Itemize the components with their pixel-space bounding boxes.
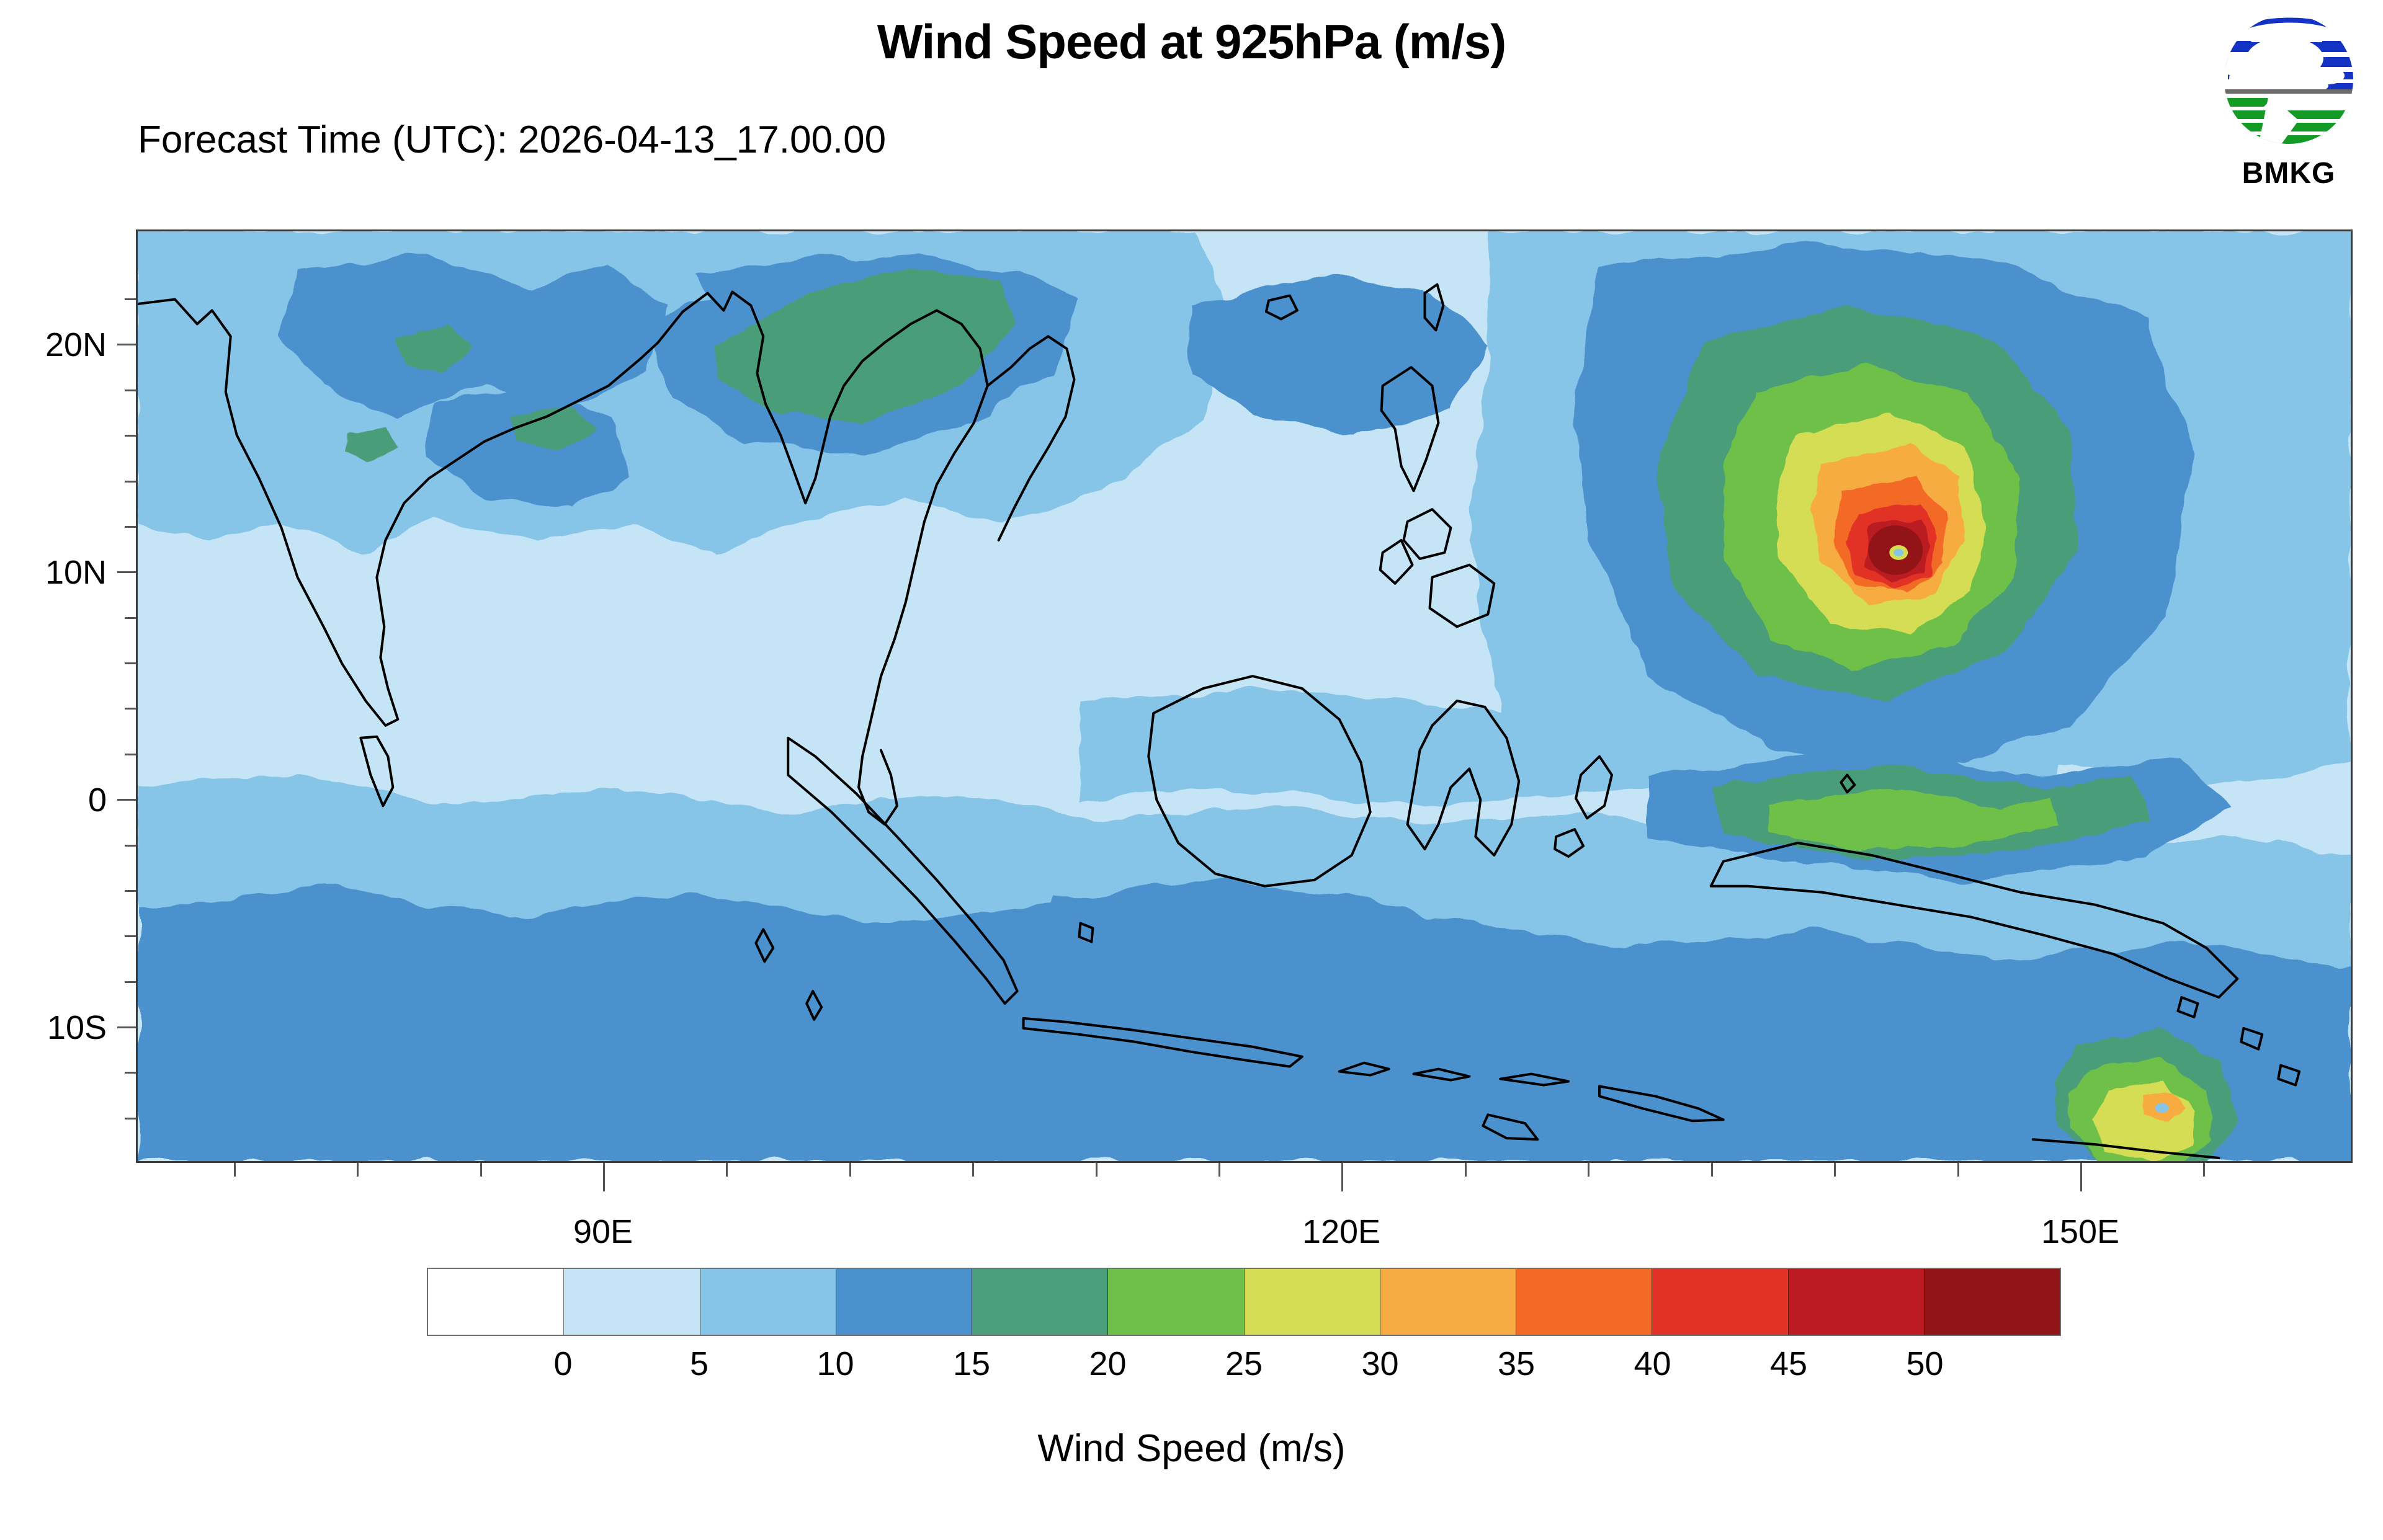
- colorbar-tick-label: 5: [689, 1345, 709, 1382]
- y-minor-tick: [125, 845, 136, 847]
- y-minor-tick: [125, 481, 136, 483]
- y-axis-label-0: 0: [87, 781, 107, 819]
- x-tick-120e: [1341, 1163, 1343, 1191]
- x-minor-tick: [1834, 1163, 1836, 1177]
- bmkg-emblem-icon: [2224, 17, 2353, 144]
- x-minor-tick: [1957, 1163, 1959, 1177]
- y-tick-0: [117, 799, 136, 801]
- x-minor-tick: [849, 1163, 851, 1177]
- colorbar-tick-label: 0: [553, 1345, 573, 1382]
- y-axis-label-10n: 10N: [45, 554, 107, 591]
- x-tick-150e: [2080, 1163, 2082, 1191]
- colorbar-segment: [1380, 1269, 1516, 1335]
- colorbar-segment: [428, 1269, 565, 1335]
- x-minor-tick: [2203, 1163, 2205, 1177]
- y-minor-tick: [125, 617, 136, 619]
- bmkg-logo: BMKG: [2212, 5, 2366, 210]
- y-minor-tick: [125, 935, 136, 937]
- x-minor-tick: [1096, 1163, 1098, 1177]
- contour-field: [138, 231, 2351, 1161]
- colorbar-tick-label: 50: [1906, 1345, 1944, 1382]
- x-axis-label-90e: 90E: [573, 1213, 633, 1250]
- colorbar-segment: [564, 1269, 700, 1335]
- y-minor-tick: [125, 1072, 136, 1074]
- colorbar-segment: [1108, 1269, 1245, 1335]
- colorbar-axis-label: Wind Speed (m/s): [1037, 1427, 1346, 1470]
- page-title: Wind Speed at 925hPa (m/s): [877, 14, 1507, 69]
- colorbar-tick-label: 20: [1089, 1345, 1127, 1382]
- y-minor-tick: [125, 890, 136, 892]
- x-tick-90e: [603, 1163, 605, 1191]
- y-minor-tick: [125, 662, 136, 664]
- y-minor-tick: [125, 981, 136, 983]
- colorbar-segment: [1244, 1269, 1380, 1335]
- colorbar[interactable]: [427, 1268, 2061, 1336]
- x-minor-tick: [1218, 1163, 1220, 1177]
- x-axis-label-120e: 120E: [1302, 1213, 1381, 1250]
- colorbar-tick-label: 40: [1634, 1345, 1671, 1382]
- colorbar-tick-label: 45: [1769, 1345, 1808, 1382]
- y-axis-label-20n: 20N: [45, 326, 107, 363]
- y-minor-tick: [125, 298, 136, 300]
- x-minor-tick: [1711, 1163, 1713, 1177]
- x-minor-tick: [234, 1163, 236, 1177]
- colorbar-segment: [1516, 1269, 1653, 1335]
- colorbar-tick-label: 10: [816, 1345, 854, 1382]
- y-minor-tick: [125, 389, 136, 391]
- y-tick-10s: [117, 1026, 136, 1028]
- y-axis-label-10s: 10S: [47, 1009, 107, 1046]
- colorbar-segment: [836, 1269, 972, 1335]
- colorbar-tick-label: 30: [1361, 1345, 1399, 1382]
- colorbar-segment: [972, 1269, 1109, 1335]
- colorbar-tick-label: 15: [952, 1345, 991, 1382]
- x-minor-tick: [1465, 1163, 1467, 1177]
- x-minor-tick: [972, 1163, 974, 1177]
- x-minor-tick: [480, 1163, 482, 1177]
- colorbar-segment: [700, 1269, 836, 1335]
- y-minor-tick: [125, 435, 136, 437]
- colorbar-segment: [1924, 1269, 2060, 1335]
- x-minor-tick: [1588, 1163, 1589, 1177]
- y-minor-tick: [125, 708, 136, 710]
- y-tick-20n: [117, 344, 136, 345]
- colorbar-tick-label: 35: [1497, 1345, 1536, 1382]
- x-minor-tick: [357, 1163, 359, 1177]
- colorbar-strip[interactable]: [427, 1268, 2061, 1336]
- x-minor-tick: [726, 1163, 728, 1177]
- y-minor-tick: [125, 526, 136, 528]
- y-minor-tick: [125, 754, 136, 755]
- y-minor-tick: [125, 1118, 136, 1119]
- wind-speed-map[interactable]: [136, 229, 2353, 1163]
- colorbar-tick-label: 25: [1225, 1345, 1263, 1382]
- colorbar-segment: [1788, 1269, 1925, 1335]
- y-tick-10n: [117, 571, 136, 573]
- x-axis-label-150e: 150E: [2041, 1213, 2120, 1250]
- colorbar-segment: [1652, 1269, 1789, 1335]
- forecast-time-label: Forecast Time (UTC): 2026-04-13_17.00.00: [138, 118, 887, 161]
- bmkg-logo-text: BMKG: [2242, 157, 2336, 190]
